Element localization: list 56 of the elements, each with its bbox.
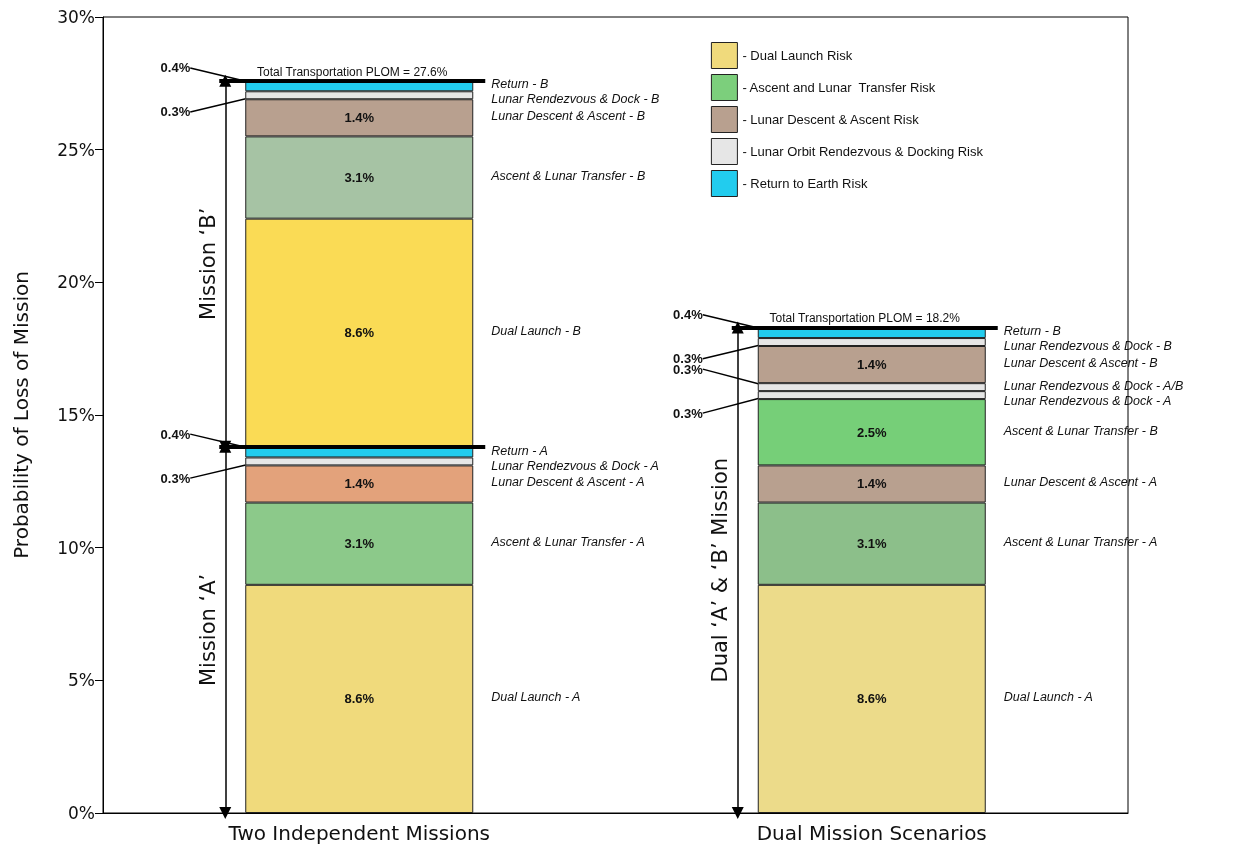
data-label: 8.6% xyxy=(344,691,375,707)
data-label: 8.6% xyxy=(856,691,887,707)
legend-label: - Dual Launch Risk xyxy=(742,48,853,63)
data-label: 0.4% xyxy=(160,426,191,442)
x-tick-label: Two Independent Missions xyxy=(227,821,491,845)
y-tick-label: 15% xyxy=(57,405,95,425)
annotation: Lunar Rendezvous & Dock - A xyxy=(491,458,659,473)
annotation: Dual ‘A’ & ‘B’ Mission xyxy=(708,457,733,683)
y-axis-title: Probability of Loss of Mission xyxy=(9,271,33,559)
data-label: 0.4% xyxy=(160,60,191,76)
annotation: Ascent & Lunar Transfer - B xyxy=(1002,423,1158,438)
annotation: Lunar Rendezvous & Dock - A xyxy=(1003,393,1172,408)
data-label: 0.3% xyxy=(160,104,191,120)
legend-label: - Ascent and Lunar Transfer Risk xyxy=(742,80,936,95)
annotation: Return - B xyxy=(1003,324,1061,339)
y-tick-label: 5% xyxy=(68,670,95,691)
data-label: 1.4% xyxy=(856,476,887,492)
annotation: Ascent & Lunar Transfer - B xyxy=(490,169,646,184)
total-label: Total Transportation PLOM = 18.2% xyxy=(769,311,961,326)
data-label: 8.6% xyxy=(344,325,375,341)
data-label: 1.4% xyxy=(344,110,375,126)
y-tick-label: 30% xyxy=(57,7,95,27)
data-label: 0.3% xyxy=(673,405,704,421)
annotation: Mission ‘B’ xyxy=(195,207,220,320)
annotation: Lunar Descent & Ascent - B xyxy=(1003,356,1158,371)
annotation: Dual Launch - A xyxy=(491,690,581,705)
y-tick-label: 20% xyxy=(57,272,95,293)
data-label: 3.1% xyxy=(344,536,375,552)
annotation: Mission ‘A’ xyxy=(195,573,220,687)
annotation: Lunar Descent & Ascent - A xyxy=(491,475,645,490)
x-tick-label: Dual Mission Scenarios xyxy=(756,821,987,845)
data-label: 0.3% xyxy=(160,470,191,486)
annotation: Dual Launch - A xyxy=(1003,690,1093,705)
total-label: Total Transportation PLOM = 27.6% xyxy=(257,64,448,79)
y-tick-label: 10% xyxy=(57,537,95,558)
data-label: 1.4% xyxy=(344,476,375,492)
y-tick-label: 25% xyxy=(57,139,95,160)
data-label: 0.4% xyxy=(673,307,704,323)
annotation: Ascent & Lunar Transfer - A xyxy=(1002,535,1158,550)
annotation: Ascent & Lunar Transfer - A xyxy=(490,535,645,550)
y-tick-label: 0% xyxy=(68,803,95,823)
legend-label: - Return to Earth Risk xyxy=(742,176,868,191)
legend-label: - Lunar Orbit Rendezvous & Docking Risk xyxy=(742,144,984,159)
annotation: Return - B xyxy=(491,77,549,92)
annotation: Lunar Descent & Ascent - A xyxy=(1003,475,1158,490)
annotation: Dual Launch - B xyxy=(491,324,581,339)
data-label: 3.1% xyxy=(856,536,887,552)
data-label: 3.1% xyxy=(344,170,375,186)
annotation: Return - A xyxy=(491,443,548,458)
data-label: 1.4% xyxy=(856,357,887,373)
annotation: Lunar Descent & Ascent - B xyxy=(491,109,646,124)
annotation: Lunar Rendezvous & Dock - B xyxy=(1003,339,1172,354)
annotation: Lunar Rendezvous & Dock - A/B xyxy=(1003,378,1184,393)
legend-label: - Lunar Descent & Ascent Risk xyxy=(742,112,920,127)
data-label: 2.5% xyxy=(856,424,887,440)
annotation: Lunar Rendezvous & Dock - B xyxy=(491,92,660,107)
